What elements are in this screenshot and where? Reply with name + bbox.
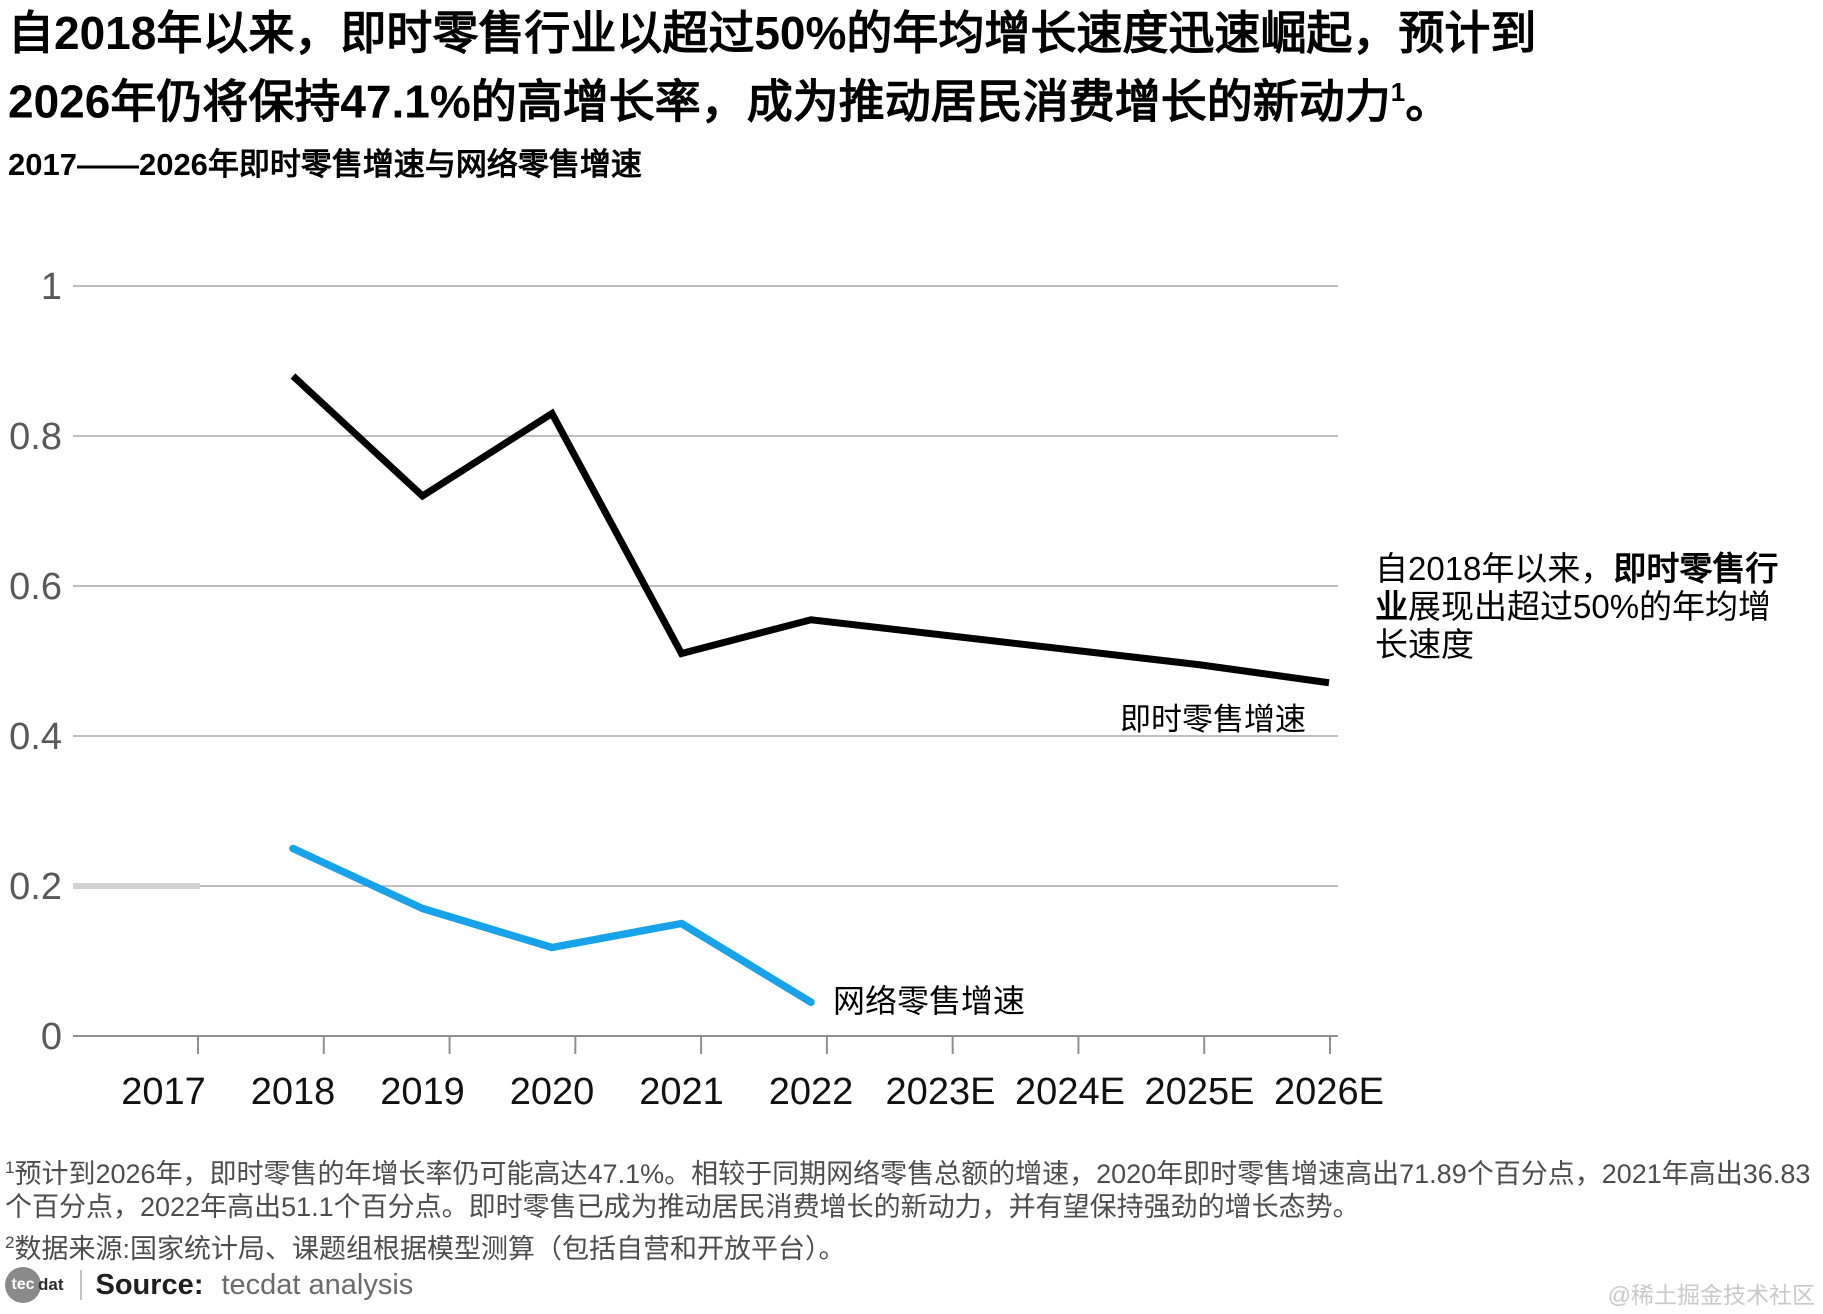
x-axis-label: 2019	[380, 1071, 465, 1113]
x-axis-label: 2018	[251, 1071, 336, 1113]
tecdat-logo: tec dat	[5, 1267, 64, 1303]
x-axis-label: 2023E	[886, 1071, 996, 1113]
watermark: @稀土掘金技术社区	[1607, 1282, 1815, 1308]
x-axis-label: 2024E	[1015, 1071, 1125, 1113]
footnote-1-superscript: 1	[5, 1158, 15, 1177]
chart-title: 2017——2026年即时零售增速与网络零售增速	[8, 147, 642, 182]
y-axis-label: 0.2	[9, 866, 62, 908]
page-title-line1: 自2018年以来，即时零售行业以超过50%的年均增长速度迅速崛起，预计到	[8, 7, 1537, 59]
footnote-1: 1预计到2026年，即时零售的年增长率仍可能高达47.1%。相较于同期网络零售总…	[5, 1151, 1817, 1224]
annotation-line: 长速度	[1375, 626, 1474, 663]
footnote-1-text: 预计到2026年，即时零售的年增长率仍可能高达47.1%。相较于同期网络零售总额…	[5, 1159, 1811, 1222]
annotation-line: 业展现出超过50%的年均增	[1375, 588, 1772, 625]
tecdat-logo-icon: tec	[5, 1267, 41, 1303]
source-label: Source:	[95, 1268, 204, 1301]
x-axis-label: 2026E	[1274, 1071, 1384, 1113]
y-axis-label: 0.8	[9, 416, 62, 458]
right-annotation: 自2018年以来，即时零售行 业展现出超过50%的年均增 长速度	[1375, 550, 1823, 664]
online-retail-series-label: 网络零售增速	[833, 983, 1026, 1019]
x-axis-label: 2020	[510, 1071, 595, 1113]
instant-retail-series-label: 即时零售增速	[1120, 702, 1306, 737]
y-axis-label: 1	[41, 266, 62, 308]
footnote-2: 2数据来源:国家统计局、课题组根据模型测算（包括自营和开放平台）。	[5, 1226, 1817, 1266]
title-superscript: 1	[1390, 77, 1406, 107]
source-row: tec dat Source: tecdat analysis	[5, 1264, 413, 1306]
x-axis-label: 2021	[639, 1071, 724, 1113]
x-axis-label: 2017	[121, 1071, 206, 1113]
footnotes: 1预计到2026年，即时零售的年增长率仍可能高达47.1%。相较于同期网络零售总…	[5, 1151, 1817, 1268]
title-period: 。	[1405, 75, 1452, 128]
x-axis-label: 2022	[769, 1071, 854, 1113]
annotation-line: 自2018年以来，即时零售行	[1375, 550, 1779, 587]
online-retail-line	[289, 844, 815, 1006]
page-title: 自2018年以来，即时零售行业以超过50%的年均增长速度迅速崛起，预计到 202…	[8, 4, 1628, 131]
source-value: tecdat analysis	[221, 1268, 414, 1301]
x-axis-label: 2025E	[1145, 1071, 1255, 1113]
y-axis-label: 0.6	[9, 566, 62, 608]
y-axis-label: 0.4	[9, 716, 62, 758]
footnote-2-text: 数据来源:国家统计局、课题组根据模型测算（包括自营和开放平台）。	[14, 1234, 846, 1264]
source-divider	[79, 1270, 82, 1300]
page-title-line2: 2026年仍将保持47.1%的高增长率，成为推动居民消费增长的新动力1。	[8, 75, 1452, 128]
tecdat-logo-suffix: dat	[38, 1275, 64, 1294]
footnote-2-superscript: 2	[5, 1233, 15, 1252]
instant-retail-line	[290, 373, 1330, 687]
y-axis-label: 0	[41, 1016, 62, 1058]
